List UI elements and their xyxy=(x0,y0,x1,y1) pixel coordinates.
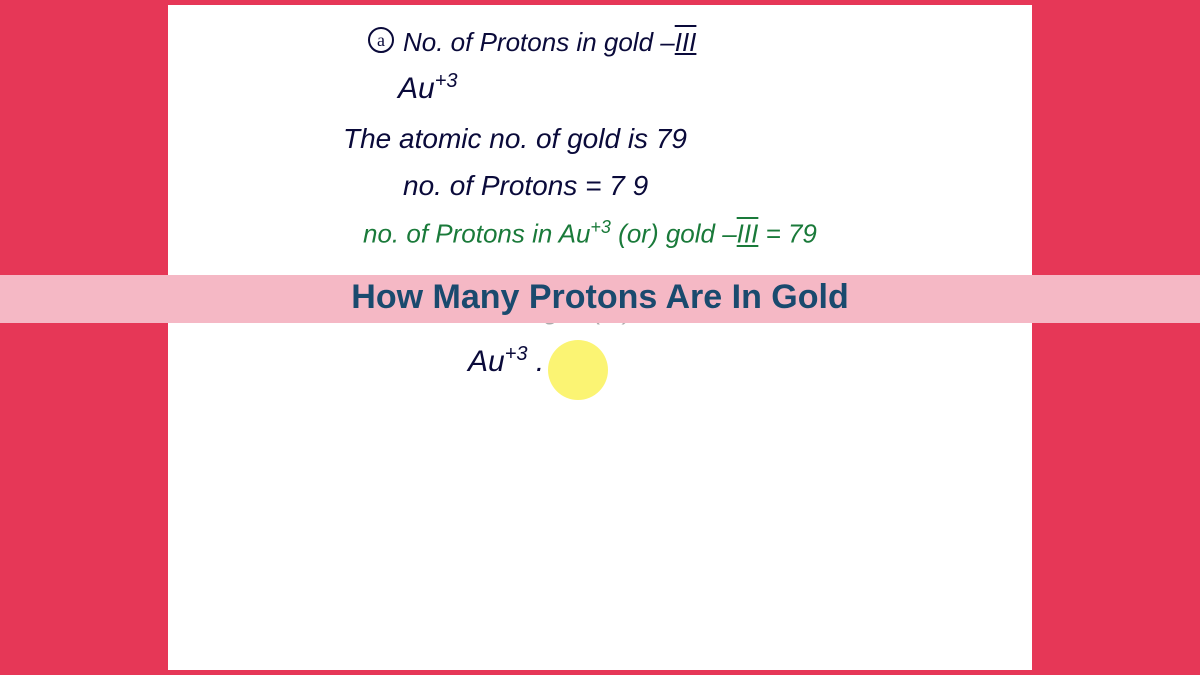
line-5-roman: III xyxy=(737,219,759,249)
line-5-suffix: = 79 xyxy=(758,219,817,249)
white-paper: a No. of Protons in gold –III Au+3 The a… xyxy=(168,5,1032,670)
line-7-text: Au xyxy=(468,345,505,378)
line-5: no. of Protons in Au+3 (or) gold –III = … xyxy=(363,217,817,250)
line-3: The atomic no. of gold is 79 xyxy=(343,123,687,155)
line-2-text: Au xyxy=(398,72,435,105)
line-1: No. of Protons in gold –III xyxy=(403,27,696,58)
line-7: Au+3 . xyxy=(468,343,544,379)
marker-a-label: a xyxy=(377,30,385,51)
line-1-roman: III xyxy=(675,27,697,57)
line-2: Au+3 xyxy=(398,70,458,106)
title-text: How Many Protons Are In Gold xyxy=(0,278,1200,317)
yellow-highlight xyxy=(548,340,608,400)
line-5-prefix: no. of Protons in Au xyxy=(363,219,590,249)
line-2-sup: +3 xyxy=(435,70,458,92)
line-5-mid: (or) gold – xyxy=(611,219,737,249)
marker-a-circle: a xyxy=(368,27,394,53)
line-7-sup: +3 xyxy=(505,343,528,365)
line-1-prefix: No. of Protons in gold – xyxy=(403,27,675,57)
line-5-sup: +3 xyxy=(590,217,611,237)
line-4: no. of Protons = 7 9 xyxy=(403,170,648,202)
line-7-suffix: . xyxy=(528,345,545,378)
